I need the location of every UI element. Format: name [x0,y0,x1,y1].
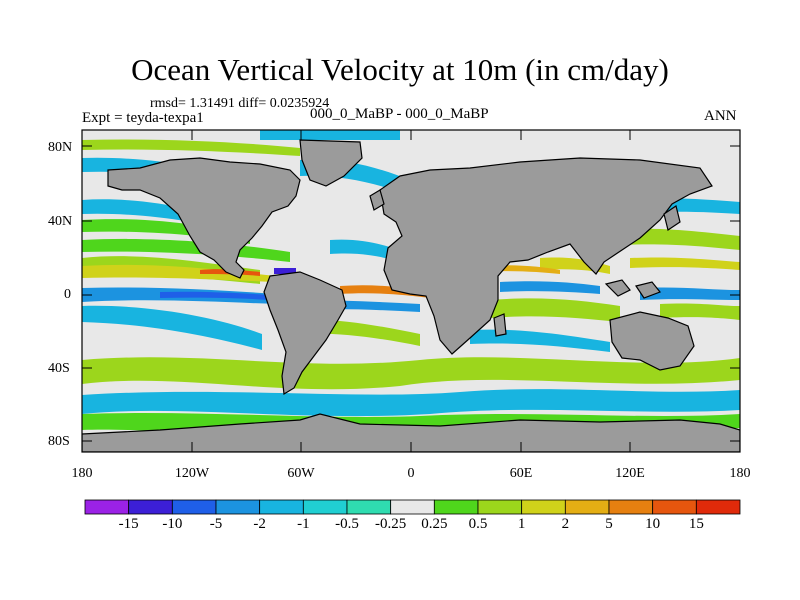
colorbar-label: -1 [297,516,310,532]
ocean-velocity-band [330,239,400,262]
x-tick-label: 120E [615,466,645,481]
colorbar-swatch [521,499,566,515]
ocean-velocity-band [82,219,250,244]
center-subtitle: 000_0_MaBP - 000_0_MaBP [310,106,489,122]
colorbar-swatch [346,499,392,515]
ocean-velocity-band [82,264,276,282]
colorbar-swatch [128,499,173,515]
ocean-velocity-band [490,298,620,322]
y-tick-label: 40N [48,214,73,229]
continent [107,157,301,279]
colorbar-label: 10 [645,516,661,532]
ocean-velocity-band [82,305,262,350]
continent [635,281,661,299]
ocean-velocity-band [160,291,270,300]
colorbar-label: -2 [253,516,266,532]
ocean-velocity-band [82,357,740,390]
colorbar-label: 15 [688,516,704,532]
x-tick-label: 60W [287,466,315,481]
colorbar-swatch [171,499,217,515]
colorbar-label: 0.25 [421,516,448,532]
land-masses [82,139,740,452]
colorbar-swatch [302,499,348,515]
left-subtitle: Expt = teyda-texpa1 [82,110,204,126]
colorbar-swatch [259,499,304,515]
stats-text: rmsd= 1.31491 diff= 0.0235924 [150,96,330,111]
colorbar-label: -5 [209,516,223,532]
colorbar-swatch [390,499,435,515]
ocean-velocity-band [82,139,300,156]
continent [609,311,695,371]
continent [379,157,713,355]
colorbar-label: 2 [561,516,570,532]
x-tick-label: 180 [729,466,751,481]
axis-ticks [81,130,741,452]
x-tick-label: 60E [509,466,533,481]
ocean-velocity-band [500,281,600,294]
continent [663,205,681,231]
map-field [82,130,740,452]
continent [369,189,385,211]
ocean-velocity-band [470,329,610,352]
ocean-velocity-band [630,257,740,270]
colorbar-swatch [695,499,741,515]
continent [299,139,363,187]
colorbar-label: 0.5 [468,516,488,532]
colorbar-label: 5 [605,516,613,532]
colorbar-label: -0.5 [335,516,359,532]
continent [82,413,740,452]
figure-title: Ocean Vertical Velocity at 10m (in cm/da… [131,52,669,87]
colorbar-swatch [564,499,610,515]
y-tick-label: 80N [48,140,73,155]
colorbar-label: -0.25 [375,516,407,532]
colorbar-label: -10 [162,516,183,532]
season-label: ANN [704,108,737,124]
continent [493,313,507,337]
x-tick-label: 180 [71,466,93,481]
colorbar-label: 1 [517,516,526,532]
colorbar-swatch [433,499,479,515]
ocean-velocity-band [260,130,400,140]
continent [604,279,631,297]
colorbar-label: -15 [118,516,139,532]
colorbar-swatch [608,499,654,515]
ocean-velocity-band [660,303,740,320]
ocean-velocity-band [82,199,240,232]
x-tick-label: 0 [407,466,415,481]
colorbar-swatch [84,499,130,515]
y-tick-label: 0 [64,287,71,302]
ocean-velocity-band [640,287,740,300]
colorbar-swatch [477,499,523,515]
ocean-velocity-band [82,389,740,417]
y-tick-label: 40S [48,361,70,376]
colorbar-swatch [652,499,697,515]
continent [263,271,347,395]
x-tick-label: 120W [174,466,210,481]
colorbar-swatch [215,499,261,515]
ocean-velocity-band [274,268,296,274]
y-tick-label: 80S [48,434,70,449]
colorbar [84,499,741,515]
